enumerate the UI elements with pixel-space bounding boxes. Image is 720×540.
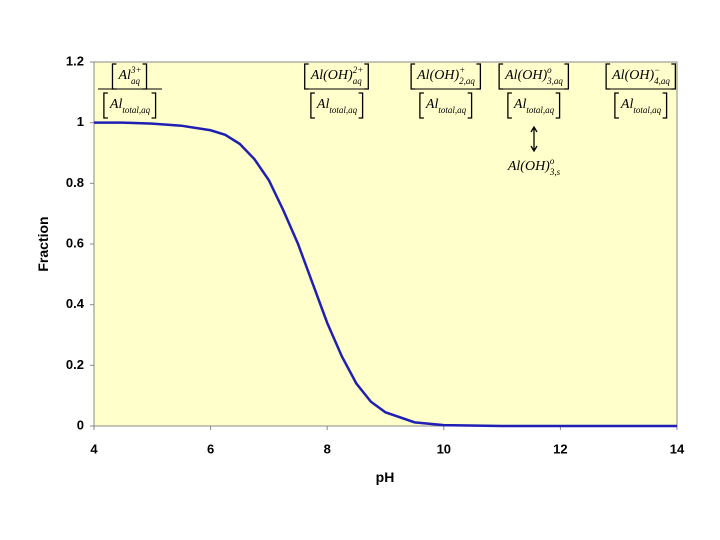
species-superscript: − [654, 65, 660, 75]
bracket [605, 63, 677, 90]
bracket [507, 92, 561, 119]
species-superscript: o [547, 65, 552, 75]
species-subscript: total,aq [122, 105, 150, 115]
data-line [94, 121, 677, 428]
y-tick-label: 0.8 [66, 175, 84, 190]
species-subscript: 3,aq [546, 76, 563, 86]
x-tick-label: 12 [553, 441, 567, 456]
equilibrium-arrow [530, 125, 538, 153]
species-label: Al(OH)o 3,s [507, 156, 561, 177]
species-superscript: 2+ [353, 65, 364, 75]
species-base: Al [117, 68, 131, 83]
species-label: Al(OH)+ 2,aq [416, 65, 475, 86]
species-label: Altotal,aq [425, 97, 467, 115]
species-base: Al(OH) [310, 68, 353, 83]
species-subscript: total,aq [438, 105, 466, 115]
species-base: Al [109, 97, 123, 112]
species-subscript: total,aq [526, 105, 554, 115]
species-subscript: total,aq [633, 105, 661, 115]
x-tick-label: 14 [670, 441, 685, 456]
species-subscript: aq [353, 76, 363, 86]
x-axis-title: pH [376, 469, 395, 485]
species-label: Al3+ aq [117, 65, 141, 86]
x-tick-label: 4 [90, 441, 98, 456]
bracket [498, 63, 570, 90]
species-label: Al(OH)o 3,aq [504, 65, 563, 86]
species-label: Altotal,aq [316, 97, 358, 115]
bracket [614, 92, 668, 119]
species-base: Al [620, 97, 634, 112]
species-subscript: 3,s [549, 167, 561, 177]
bracket [419, 92, 473, 119]
x-tick-label: 10 [437, 441, 451, 456]
species-superscript: + [459, 65, 465, 75]
species-subscript: 2,aq [459, 76, 475, 86]
species-superscript: 3+ [130, 65, 142, 75]
y-tick-label: 0.6 [66, 235, 84, 250]
bracket [103, 92, 157, 119]
species-label: Altotal,aq [109, 97, 151, 115]
species-base: Al(OH) [611, 68, 654, 83]
species-base: Al [316, 97, 330, 112]
species-label: Altotal,aq [513, 97, 555, 115]
plot-area [93, 61, 678, 427]
y-tick-label: 0.4 [66, 296, 85, 311]
species-label: Altotal,aq [620, 97, 662, 115]
species-base: Al(OH) [504, 68, 547, 83]
y-axis-title: Fraction [35, 216, 51, 271]
y-tick-label: 0 [77, 417, 84, 432]
y-tick-label: 1.2 [66, 53, 84, 68]
x-tick-label: 8 [324, 441, 331, 456]
y-tick-label: 0.2 [66, 357, 84, 372]
y-tick-label: 1 [77, 114, 84, 129]
species-subscript: 4,aq [654, 76, 670, 86]
bracket [410, 63, 482, 90]
species-label: Al(OH)2+ aq [310, 65, 364, 86]
x-tick-label: 6 [207, 441, 214, 456]
species-base: Al [513, 97, 527, 112]
species-base: Al [425, 97, 439, 112]
species-subscript: aq [131, 76, 141, 86]
species-base: Al(OH) [416, 68, 459, 83]
species-label: Al(OH)− 4,aq [611, 65, 670, 86]
bracket [310, 92, 364, 119]
species-base: Al(OH) [507, 159, 550, 174]
species-superscript: o [550, 156, 555, 166]
species-subscript: total,aq [329, 105, 357, 115]
